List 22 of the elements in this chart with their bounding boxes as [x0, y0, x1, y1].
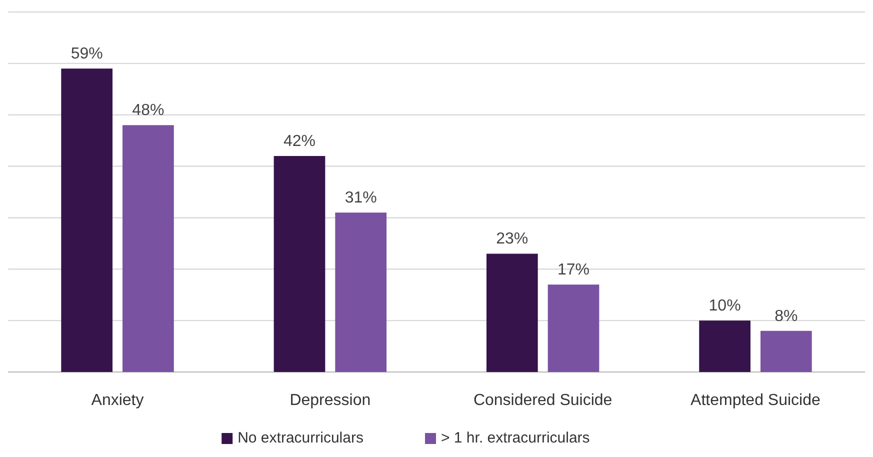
- bar: [61, 68, 113, 372]
- bar: [699, 320, 750, 372]
- data-label: 42%: [283, 133, 316, 150]
- data-label: 23%: [496, 230, 528, 248]
- data-label: 59%: [70, 46, 103, 63]
- bar: [335, 212, 387, 372]
- bar: [548, 284, 600, 372]
- x-tick-label: Attempted Suicide: [690, 392, 821, 409]
- data-label: 8%: [774, 308, 798, 325]
- x-tick-label: Anxiety: [91, 392, 144, 409]
- data-label: 10%: [708, 298, 741, 315]
- legend-label: > 1 hr. extracurriculars: [441, 429, 590, 446]
- bar: [760, 330, 812, 372]
- x-tick-label: Depression: [290, 392, 371, 409]
- bar: [486, 254, 538, 372]
- bar: [274, 156, 326, 372]
- data-label: 17%: [557, 262, 590, 279]
- bar: [122, 125, 174, 372]
- legend-label: No extracurriculars: [238, 429, 364, 446]
- data-label: 48%: [132, 102, 164, 120]
- data-label: 31%: [344, 190, 377, 207]
- x-tick-label: Considered Suicide: [473, 392, 612, 409]
